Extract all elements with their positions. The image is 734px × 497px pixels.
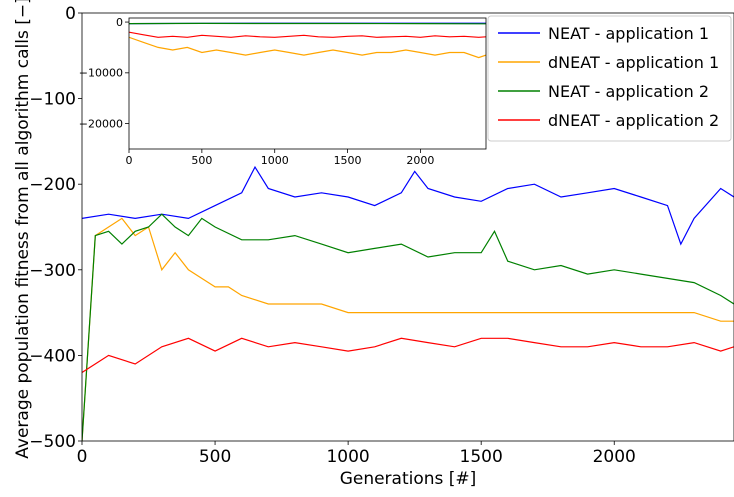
y-tick-label: −100 <box>29 90 76 110</box>
y-tick-label: 0 <box>65 4 76 24</box>
x-tick-label: 1500 <box>460 447 503 467</box>
x-tick-label: 1500 <box>334 154 362 167</box>
legend-label: NEAT - application 1 <box>548 24 709 43</box>
x-tick-label: 2000 <box>406 154 434 167</box>
y-tick-label: 0 <box>116 16 123 29</box>
inset-background <box>129 18 486 149</box>
series-line-neat-application-2 <box>82 214 734 441</box>
y-tick-label: −200 <box>29 175 76 195</box>
y-tick-label: −500 <box>29 432 76 452</box>
series-line-dneat-application-2 <box>82 338 734 372</box>
y-tick-label: −300 <box>29 261 76 281</box>
inset-axes: 0 500 1000 1500 2000 0 −10000 −20000 <box>79 16 486 167</box>
inset-x-ticks: 0 500 1000 1500 2000 <box>126 149 435 167</box>
x-tick-label: 0 <box>126 154 133 167</box>
legend-label: dNEAT - application 1 <box>548 53 719 72</box>
main-series-group <box>82 167 734 441</box>
x-axis-label: Generations [#] <box>340 469 477 489</box>
y-tick-label: −10000 <box>79 67 123 80</box>
x-tick-label: 1000 <box>261 154 289 167</box>
legend-label: NEAT - application 2 <box>548 82 709 101</box>
x-tick-label: 500 <box>191 154 212 167</box>
y-tick-label: −20000 <box>79 117 123 130</box>
main-x-ticks: 0 500 1000 1500 2000 <box>77 441 636 467</box>
main-y-ticks: 0 −100 −200 −300 −400 −500 <box>29 4 82 452</box>
inset-y-ticks: 0 −10000 −20000 <box>79 16 129 131</box>
x-tick-label: 500 <box>199 447 231 467</box>
series-line-dneat-application-1 <box>82 218 734 441</box>
x-tick-label: 1000 <box>326 447 369 467</box>
x-tick-label: 0 <box>77 447 88 467</box>
series-line-neat-application-1 <box>82 167 734 244</box>
y-axis-label: Average population fitness from all algo… <box>13 0 33 459</box>
legend-label: dNEAT - application 2 <box>548 111 719 130</box>
y-tick-label: −400 <box>29 346 76 366</box>
x-tick-label: 2000 <box>593 447 636 467</box>
legend: NEAT - application 1 dNEAT - application … <box>488 16 731 141</box>
